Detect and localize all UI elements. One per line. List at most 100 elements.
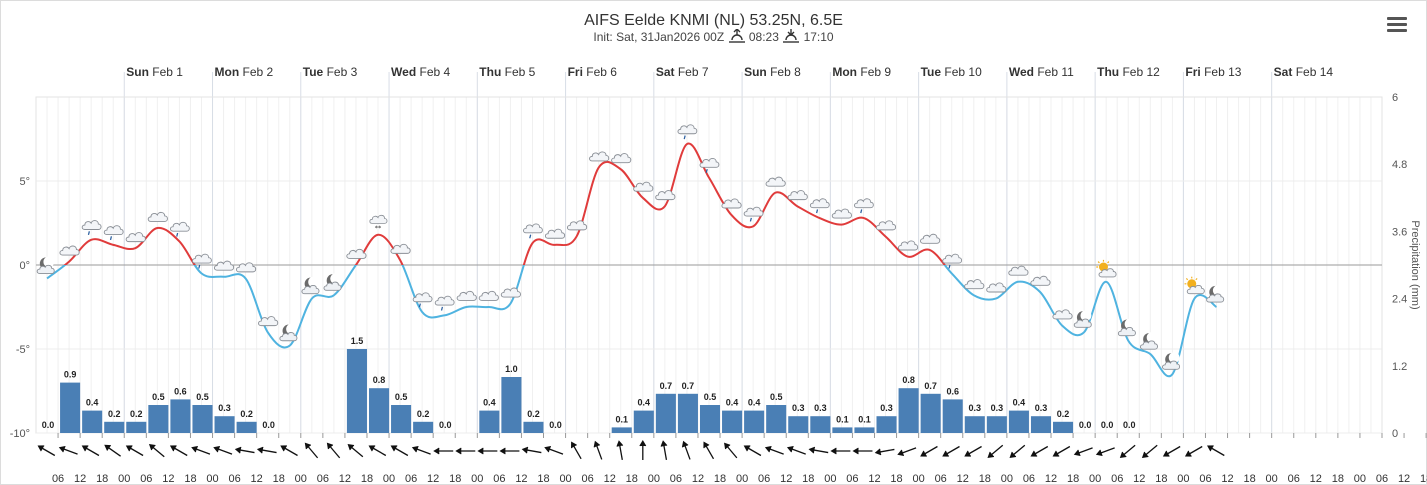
temperature-line-warm [63,142,946,265]
wind-arrow [743,445,762,457]
wind-arrow [280,445,298,457]
cloud-icon [897,240,919,251]
wind-arrow [808,446,829,454]
wind-arrow [125,445,144,457]
wind-arrow-head [830,447,837,455]
precip-bar [501,377,522,433]
x-tick-label: 06 [670,473,682,485]
day-label: Mon Feb 2 [215,65,274,79]
x-tick-label: 12 [604,473,616,485]
x-tick-label: 18 [1243,473,1255,485]
precip-bar-label: 0.4 [86,398,99,408]
wind-arrow [1030,445,1049,457]
wind-arrow [455,447,476,455]
wind-arrow-head [81,445,89,452]
x-tick-label: 06 [758,473,770,485]
cloud-icon [213,260,235,271]
temperature-line [46,142,1218,378]
wind-arrow-head [703,441,710,449]
wind-arrow [1184,445,1203,457]
day-label: Sat Feb 14 [1274,65,1334,79]
day-label: Wed Feb 4 [391,65,450,79]
x-tick-label: 00 [648,473,660,485]
x-tick-label: 12 [1045,473,1057,485]
precip-bar [170,399,191,433]
wind-arrow [1162,445,1181,457]
temp-tick-label: -5° [16,344,30,356]
cloud-icon [147,211,169,223]
cloud-icon [478,290,499,301]
precip-bar-label: 0.1 [836,414,849,424]
cloud-icon [588,151,610,162]
precip-bar [611,427,632,433]
sunset-icon [783,29,800,43]
precip-bar [920,393,941,433]
cloud-icon [456,290,477,301]
precip-bar [1053,421,1074,433]
x-tick-label: 00 [1001,473,1013,485]
precip-bar [192,405,213,433]
precip-bar [677,393,698,433]
sunrise-icon [728,29,745,43]
wind-arrows [37,440,1225,460]
wind-arrow-head [125,445,133,452]
wind-arrow [58,445,78,455]
precip-bar-label: 0.7 [924,381,937,391]
precip-bar-label: 0.7 [660,381,673,391]
precip-bar [986,416,1007,433]
day-labels: Sun Feb 1 Mon Feb 2 Tue Feb 3 Wed Feb 4 Thu … [126,65,1333,79]
cloud-icon [633,181,654,192]
x-tick-label: 18 [979,473,991,485]
precip-bar-label: 0.0 [1079,420,1092,430]
x-tick-label: 12 [1221,473,1233,485]
precip-bar-label: 1.0 [505,364,518,374]
wind-arrow-head [852,447,859,455]
precip-tick-label: 1.2 [1392,361,1407,373]
wind-arrow-head [593,440,601,448]
day-label: Wed Feb 11 [1009,65,1074,79]
precip-bar-label: 0.5 [152,392,165,402]
wind-arrow-head [639,440,647,447]
wind-arrow-head [808,446,816,454]
day-label: Thu Feb 12 [1097,65,1160,79]
wind-arrow-head [942,450,949,457]
wind-arrow-head [411,445,419,453]
x-tick-label: 00 [559,473,571,485]
precip-bar-label: 0.9 [64,370,77,380]
day-label: Mon Feb 9 [832,65,891,79]
x-tick-label: 00 [824,473,836,485]
wind-arrow-head [1162,450,1170,457]
wind-arrow [874,448,895,456]
day-label: Thu Feb 5 [479,65,535,79]
cloud-icon [544,228,566,239]
x-tick-label: 06 [582,473,594,485]
sunrise-time: 08:23 [748,30,779,44]
precip-bar [854,427,875,433]
menu-hamburger-button[interactable] [1387,17,1407,33]
x-tick-label: 12 [1310,473,1322,485]
precip-bar-label: 0.8 [902,375,915,385]
wind-arrow [169,445,188,457]
wind-arrow-head [1207,445,1214,452]
cloud-icon [1030,275,1051,286]
x-tick-label: 00 [295,473,307,485]
precip-bar-label: 0.2 [1057,409,1070,419]
x-tick-label: 18 [449,473,461,485]
x-tick-label: 06 [228,473,240,485]
chart-subtitle: Init: Sat, 31Jan2026 00Z 08:23 17:10 [0,29,1427,44]
wind-arrow [571,441,582,460]
wind-arrow [593,440,603,460]
day-label: Fri Feb 6 [568,65,618,79]
precip-bar [148,405,169,433]
precip-bar [633,410,654,433]
precip-bar-label: 0.4 [726,398,739,408]
wind-arrow-head [920,450,927,457]
wind-arrow [1095,447,1115,457]
x-tick-label: 06 [1023,473,1035,485]
wind-arrow-head [1030,450,1038,457]
precip-bar-label: 0.3 [218,403,231,413]
x-tick-label: 06 [1288,473,1300,485]
wind-arrow-head [987,451,995,459]
wind-arrow-head [326,442,334,450]
